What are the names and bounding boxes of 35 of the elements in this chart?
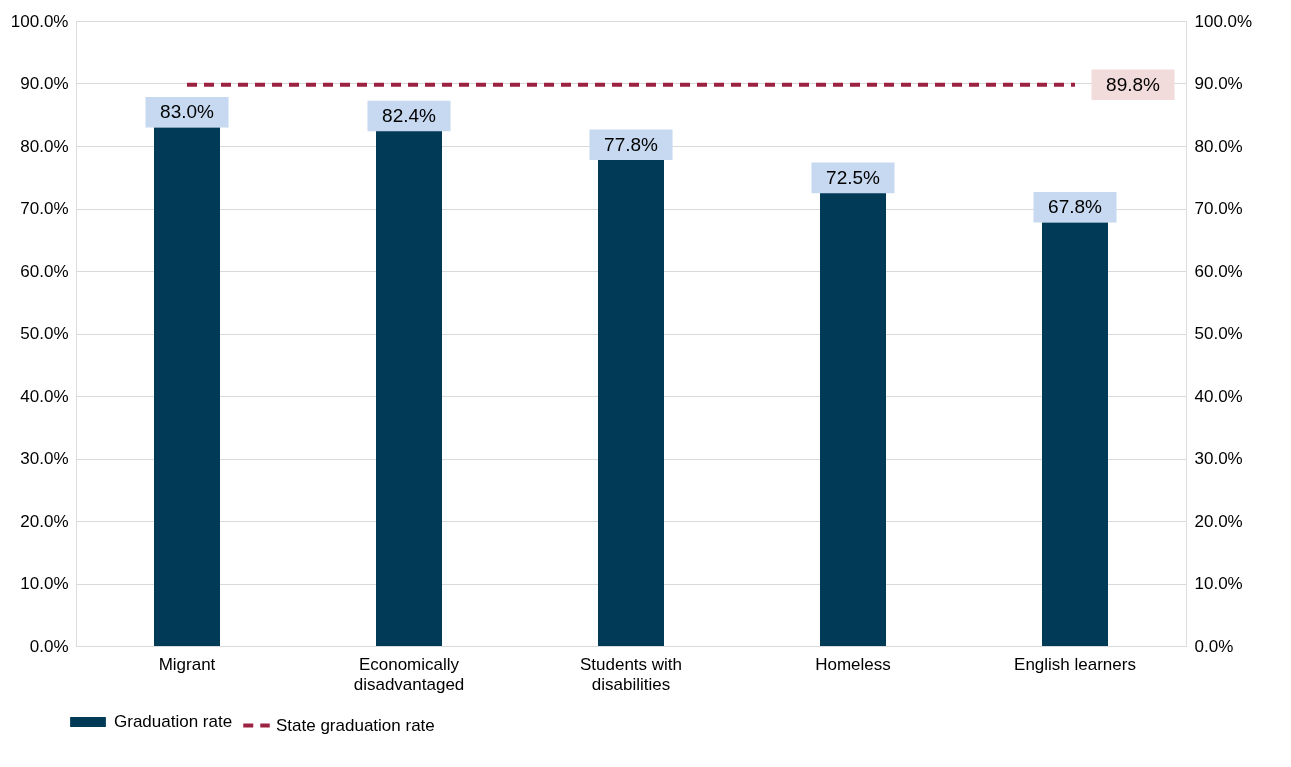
y2-tick-label: 80.0% — [1194, 136, 1243, 156]
y-tick-label: 30.0% — [20, 449, 69, 468]
y-tick-label: 60.0% — [20, 261, 69, 281]
y-tick-label: 80.0% — [20, 136, 69, 156]
y2-tick-label: 100.0% — [1194, 11, 1253, 31]
data-label: 67.8% — [1048, 196, 1103, 218]
x-tick-label: English learners — [1014, 654, 1136, 674]
y2-tick-label: 40.0% — [1194, 386, 1243, 406]
data-label: 83.0% — [160, 101, 215, 123]
y2-tick-label: 70.0% — [1194, 199, 1243, 218]
data-label: 82.4% — [382, 105, 437, 126]
data-label: 72.5% — [826, 166, 881, 188]
y2-tick-label: 50.0% — [1194, 324, 1243, 343]
y-tick-label: 10.0% — [20, 574, 69, 593]
y-tick-label: 20.0% — [20, 511, 69, 531]
y-tick-label: 0.0% — [29, 636, 69, 656]
x-tick-label: Students with disabilities — [579, 654, 683, 694]
y2-tick-label: 60.0% — [1194, 261, 1243, 281]
x-tick-label: Migrant — [158, 654, 216, 674]
data-label: 89.8% — [1106, 73, 1161, 95]
x-tick-label: Economically disadvantaged — [353, 654, 465, 694]
legend-label: Graduation rate — [114, 712, 233, 731]
y2-tick-label: 20.0% — [1194, 511, 1243, 531]
legend-label: State graduation rate — [276, 715, 435, 735]
y-tick-label: 50.0% — [20, 324, 69, 343]
y2-tick-label: 0.0% — [1194, 636, 1234, 656]
y2-tick-label: 10.0% — [1194, 574, 1243, 593]
y-tick-label: 90.0% — [20, 74, 69, 93]
y2-tick-label: 90.0% — [1194, 74, 1243, 93]
y-tick-label: 100.0% — [10, 11, 69, 31]
y-tick-label: 70.0% — [20, 199, 69, 218]
data-label: 77.8% — [604, 133, 659, 155]
x-tick-label: Homeless — [815, 654, 891, 674]
y-tick-label: 40.0% — [20, 386, 69, 406]
y2-tick-label: 30.0% — [1194, 449, 1243, 468]
